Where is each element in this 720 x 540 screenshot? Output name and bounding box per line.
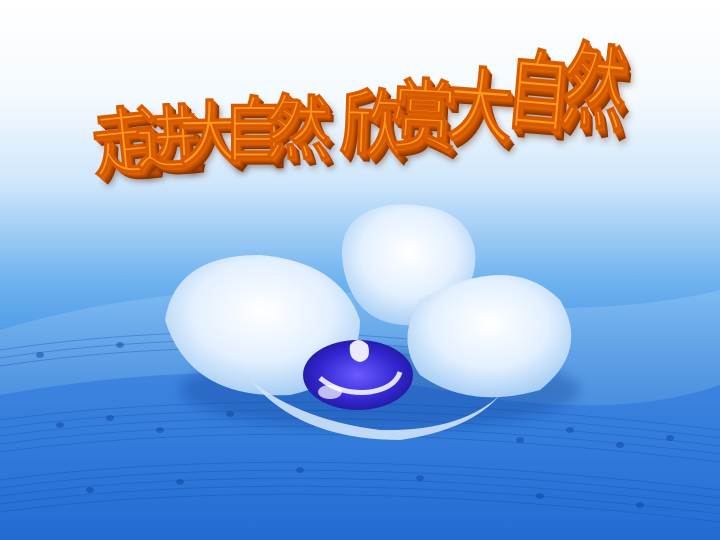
- slide-title: 走 进 大 自 然 欣 赏 大 自 然: [0, 0, 720, 230]
- title-char: 然: [265, 94, 330, 166]
- title-char: 然: [557, 41, 630, 140]
